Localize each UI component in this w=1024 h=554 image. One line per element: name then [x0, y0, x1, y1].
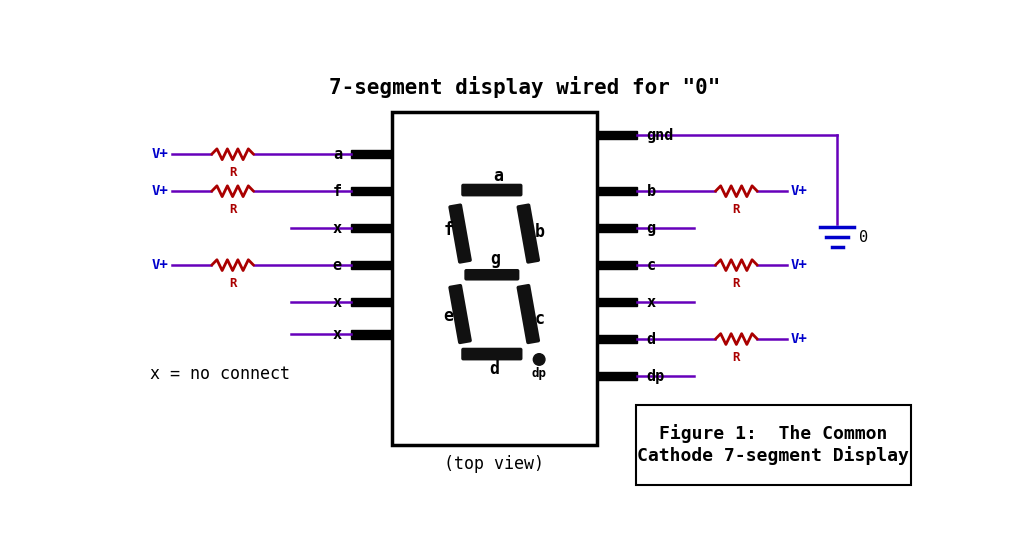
- Text: R: R: [229, 203, 237, 216]
- Bar: [597, 261, 637, 269]
- Circle shape: [534, 353, 545, 365]
- Text: V+: V+: [791, 332, 807, 346]
- Text: x: x: [646, 295, 655, 310]
- Bar: [597, 224, 637, 233]
- Text: V+: V+: [152, 184, 168, 198]
- Text: f: f: [443, 220, 454, 239]
- Text: c: c: [646, 258, 655, 273]
- Text: R: R: [732, 276, 740, 290]
- Bar: [391, 112, 597, 445]
- Text: (top view): (top view): [444, 455, 544, 473]
- Text: gnd: gnd: [646, 127, 674, 142]
- Bar: [636, 404, 910, 485]
- Bar: [597, 298, 637, 306]
- Text: 7-segment display wired for "0": 7-segment display wired for "0": [329, 75, 721, 98]
- Text: e: e: [443, 306, 454, 325]
- FancyBboxPatch shape: [449, 284, 472, 344]
- Text: V+: V+: [152, 147, 168, 161]
- Text: x: x: [333, 295, 342, 310]
- Text: b: b: [646, 184, 655, 199]
- Bar: [351, 261, 391, 269]
- Text: V+: V+: [791, 258, 807, 272]
- FancyBboxPatch shape: [516, 203, 540, 264]
- FancyBboxPatch shape: [464, 269, 519, 280]
- Text: x: x: [333, 220, 342, 235]
- Text: 0: 0: [859, 230, 868, 245]
- Text: V+: V+: [152, 258, 168, 272]
- FancyBboxPatch shape: [461, 348, 522, 361]
- Text: R: R: [229, 166, 237, 179]
- Text: c: c: [535, 310, 545, 327]
- Text: a: a: [494, 167, 503, 185]
- FancyBboxPatch shape: [516, 284, 540, 344]
- Text: a: a: [333, 147, 342, 162]
- FancyBboxPatch shape: [449, 203, 472, 264]
- Bar: [351, 187, 391, 196]
- Bar: [597, 131, 637, 139]
- Bar: [351, 150, 391, 158]
- Bar: [597, 187, 637, 196]
- FancyBboxPatch shape: [461, 184, 522, 197]
- Bar: [597, 335, 637, 343]
- Text: x: x: [333, 327, 342, 342]
- Text: f: f: [333, 184, 342, 199]
- Text: dp: dp: [646, 368, 665, 383]
- Text: x = no connect: x = no connect: [150, 365, 290, 383]
- Text: R: R: [229, 276, 237, 290]
- Text: R: R: [732, 203, 740, 216]
- Bar: [597, 372, 637, 380]
- Text: V+: V+: [791, 184, 807, 198]
- Bar: [351, 330, 391, 338]
- Text: b: b: [535, 223, 545, 241]
- Text: R: R: [732, 351, 740, 363]
- Text: dp: dp: [531, 367, 547, 380]
- Text: e: e: [333, 258, 342, 273]
- Text: g: g: [646, 220, 655, 235]
- Bar: [351, 224, 391, 233]
- Text: d: d: [489, 360, 499, 378]
- Text: Figure 1:  The Common
Cathode 7-segment Display: Figure 1: The Common Cathode 7-segment D…: [637, 424, 909, 465]
- Text: g: g: [490, 250, 501, 268]
- Text: d: d: [646, 331, 655, 347]
- Bar: [351, 298, 391, 306]
